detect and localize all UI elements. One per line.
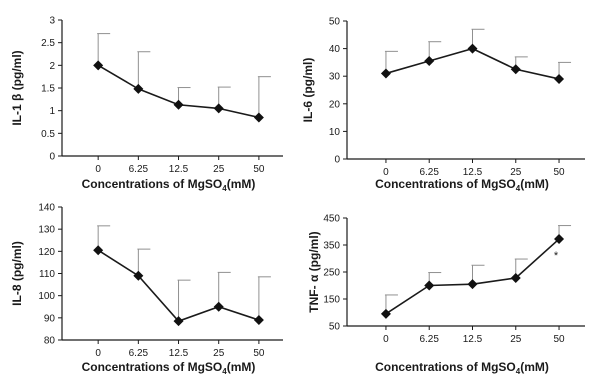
data-point: [253, 315, 264, 326]
data-point: [133, 83, 144, 94]
data-point: [554, 73, 565, 84]
significance-marker: *: [554, 250, 559, 262]
y-axis-title: IL-8 (pg/ml): [10, 241, 24, 306]
chart-panel-4: 50 150 250 350 450 0 6.25 12.5 25 50 * Concentratio…: [307, 214, 585, 376]
y-tick-label: 1.5: [41, 84, 55, 95]
x-tick-label: 0: [95, 348, 101, 359]
data-point: [424, 280, 435, 291]
y-tick-label: 250: [323, 268, 340, 279]
data-point: [467, 43, 478, 54]
y-tick-label: 3: [49, 16, 55, 27]
y-tick-label: 350: [323, 241, 340, 252]
data-point: [173, 99, 184, 110]
chart-panel-3: 80 90 100 110 120 130 140 0 6.25 12.5 25 50Concentr…: [10, 203, 283, 376]
y-tick-label: 450: [323, 214, 340, 225]
x-tick-label: 25: [213, 164, 225, 175]
data-point: [93, 245, 104, 256]
x-tick-label: 0: [383, 334, 389, 345]
x-axis-title: Concentrations of MgSO4(mM): [375, 177, 549, 193]
chart-panel-1: 0 0.5 1 1.5 2 2.5 3 0 6.25 12.5 25 50 Concentrations…: [10, 16, 283, 193]
y-tick-label: 0: [49, 152, 55, 163]
y-tick-label: 2: [49, 61, 55, 72]
y-tick-label: 2.5: [41, 38, 55, 49]
y-tick-label: 150: [323, 295, 340, 306]
y-tick-label: 130: [38, 225, 55, 236]
y-tick-label: 120: [38, 247, 55, 258]
y-tick-label: 20: [329, 99, 341, 110]
chart-panel-2: 0 10 20 30 40 50 0 6.25 12.5 25 50 Concentrations o…: [301, 17, 585, 193]
data-point: [93, 60, 104, 71]
x-tick-label: 6.25: [129, 164, 149, 175]
y-axis-title: IL-1 β (pg/ml): [10, 50, 24, 125]
data-point: [213, 103, 224, 114]
data-point: [510, 272, 521, 283]
y-axis-title: IL-6 (pg/ml): [301, 58, 315, 123]
x-tick-label: 25: [213, 348, 225, 359]
data-point: [133, 270, 144, 281]
data-point: [213, 301, 224, 312]
y-tick-label: 110: [39, 269, 55, 280]
y-tick-label: 40: [329, 44, 341, 55]
x-tick-label: 50: [253, 164, 265, 175]
x-tick-label: 6.25: [129, 348, 149, 359]
x-tick-label: 12.5: [169, 348, 189, 359]
x-tick-label: 12.5: [463, 167, 483, 178]
data-point: [510, 64, 521, 75]
y-tick-label: 90: [44, 313, 56, 324]
x-tick-label: 6.25: [419, 167, 439, 178]
y-tick-label: 10: [329, 127, 341, 138]
data-point: [467, 279, 478, 290]
x-tick-label: 6.25: [419, 334, 439, 345]
x-axis-title: Concentrations of MgSO4(mM): [82, 177, 256, 193]
x-axis-title: Concentrations of MgSO4(mM): [375, 360, 549, 376]
data-point: [554, 234, 565, 245]
y-tick-label: 100: [38, 291, 55, 302]
data-point: [253, 112, 264, 123]
x-tick-label: 25: [510, 334, 522, 345]
y-axis-title: TNF- α (pg/ml): [307, 231, 321, 312]
y-tick-label: 0: [334, 155, 340, 166]
x-tick-label: 25: [510, 167, 522, 178]
y-tick-label: 0.5: [41, 129, 55, 140]
y-tick-label: 50: [329, 17, 341, 28]
x-tick-label: 0: [95, 164, 101, 175]
x-axis-title: Concentrations of MgSO4(mM): [82, 360, 256, 376]
data-point: [173, 316, 184, 327]
data-point: [424, 56, 435, 67]
x-tick-label: 50: [553, 334, 565, 345]
y-tick-label: 140: [38, 203, 55, 214]
data-point: [380, 308, 391, 319]
y-tick-label: 80: [44, 336, 56, 347]
x-tick-label: 50: [253, 348, 265, 359]
x-tick-label: 50: [553, 167, 565, 178]
x-tick-label: 0: [383, 167, 389, 178]
y-tick-label: 30: [329, 72, 341, 83]
x-tick-label: 12.5: [169, 164, 189, 175]
data-point: [380, 68, 391, 79]
y-tick-label: 50: [329, 322, 341, 333]
y-tick-label: 1: [49, 106, 55, 117]
x-tick-label: 12.5: [463, 334, 483, 345]
